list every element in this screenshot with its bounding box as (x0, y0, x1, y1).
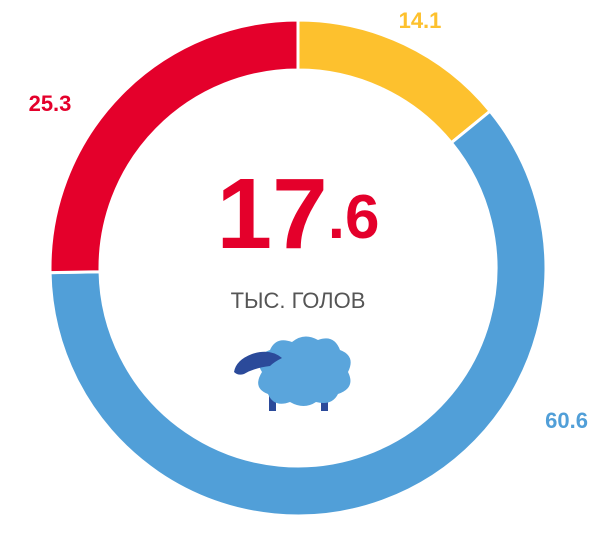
center-label: ТЫС. ГОЛОВ (231, 288, 366, 313)
donut-segment (48, 18, 300, 275)
value-label: 14.1 (399, 8, 442, 33)
donut-ring (48, 18, 548, 518)
donut-segment (48, 109, 548, 518)
sheep-icon (234, 336, 351, 411)
center-value: 17.6 (217, 158, 380, 270)
donut-segment (296, 18, 493, 145)
value-label: 60.6 (545, 408, 588, 433)
value-label: 25.3 (29, 91, 72, 116)
